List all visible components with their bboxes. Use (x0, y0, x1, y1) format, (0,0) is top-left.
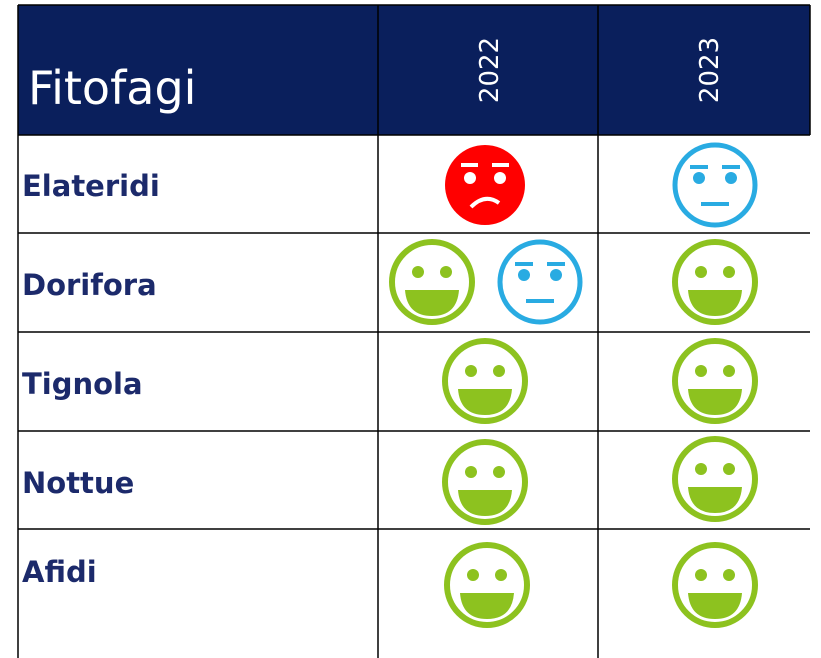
row-label: Dorifora (22, 268, 157, 302)
row-label: Nottue (22, 466, 134, 500)
row-label: Afidi (22, 555, 97, 589)
happy-icon (675, 545, 755, 625)
happy-icon (675, 341, 755, 421)
happy-icon (445, 442, 525, 522)
neutral-icon (675, 145, 755, 225)
column-header: 2022 (475, 37, 505, 103)
sad-icon (443, 143, 527, 227)
header-band (18, 5, 810, 135)
header-title: Fitofagi (28, 61, 196, 115)
grid (17, 4, 811, 658)
status-icons (392, 145, 755, 625)
row-label: Tignola (22, 367, 143, 401)
happy-icon (675, 242, 755, 322)
column-header: 2023 (695, 37, 725, 103)
happy-icon (675, 439, 755, 519)
happy-icon (445, 341, 525, 421)
row-label: Elateridi (22, 169, 160, 203)
happy-icon (447, 545, 527, 625)
happy-icon (392, 242, 472, 322)
neutral-icon (500, 242, 580, 322)
